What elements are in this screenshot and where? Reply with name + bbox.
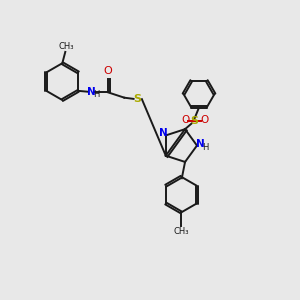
Text: N: N [159, 128, 168, 138]
Text: O: O [103, 66, 112, 76]
Text: O: O [200, 115, 208, 125]
Text: H: H [202, 142, 208, 152]
Text: S: S [190, 116, 199, 126]
Text: N: N [87, 87, 96, 97]
Text: H: H [94, 90, 100, 99]
Text: O: O [181, 115, 189, 125]
Text: S: S [134, 94, 142, 104]
Text: CH₃: CH₃ [58, 42, 74, 51]
Text: N: N [196, 139, 204, 149]
Text: CH₃: CH₃ [173, 227, 189, 236]
